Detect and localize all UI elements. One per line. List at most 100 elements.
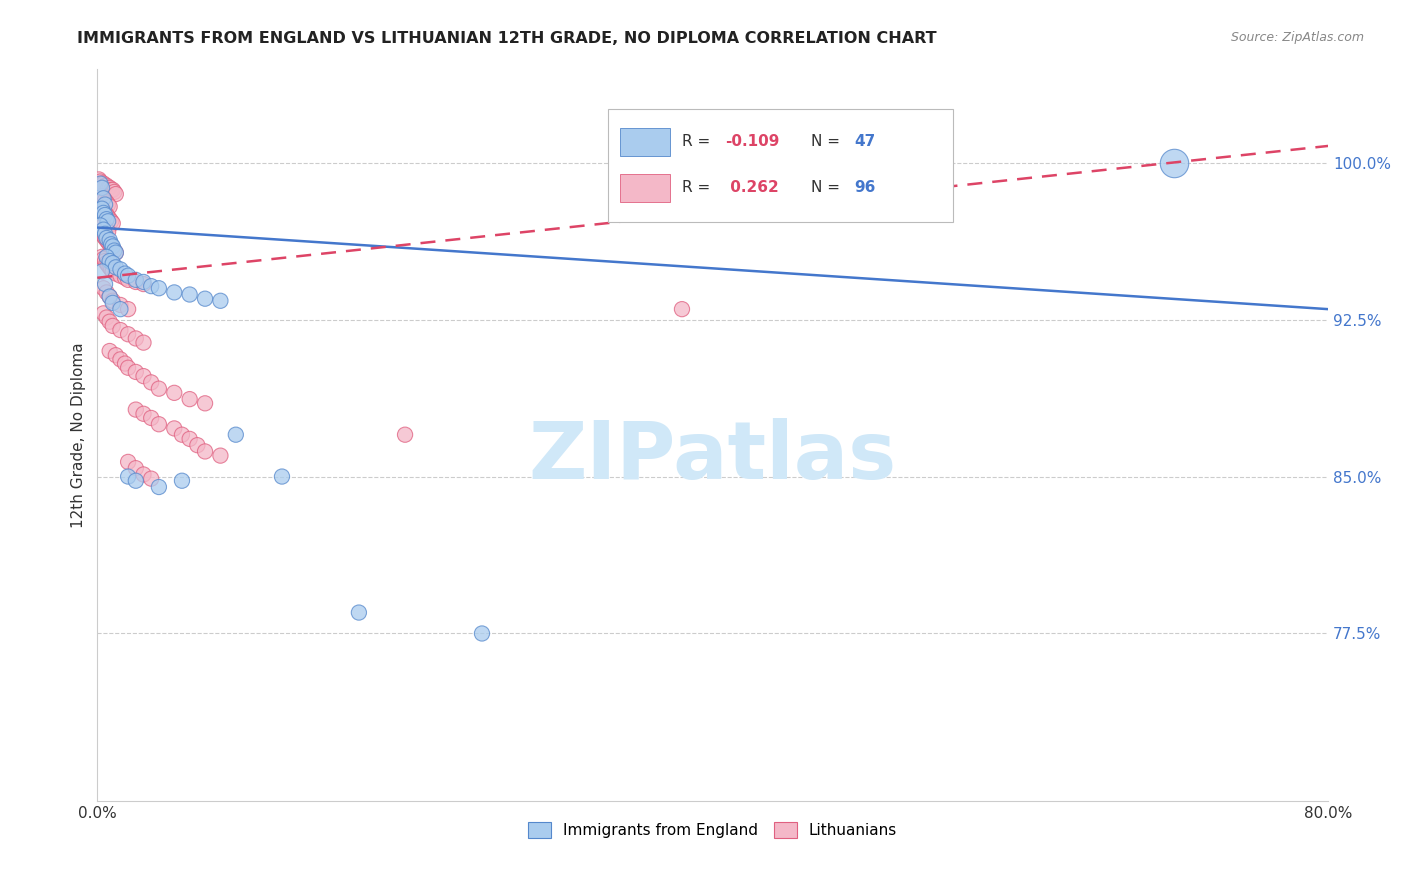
Point — [114, 270, 136, 285]
Point — [94, 197, 117, 211]
Point — [179, 392, 201, 406]
Text: N =: N = — [811, 134, 845, 149]
Point — [96, 256, 118, 270]
Point — [98, 212, 121, 227]
Point — [93, 228, 115, 243]
Point — [394, 427, 416, 442]
Point — [96, 178, 118, 193]
Point — [194, 444, 217, 458]
Point — [91, 181, 114, 195]
Point — [93, 203, 115, 218]
Point — [194, 292, 217, 306]
Point — [91, 250, 114, 264]
Point — [101, 239, 124, 253]
Point — [91, 202, 114, 216]
Point — [103, 244, 125, 258]
Point — [132, 467, 155, 482]
Point — [91, 227, 114, 241]
Point — [100, 262, 122, 277]
Point — [163, 285, 186, 300]
Point — [141, 279, 163, 293]
Point — [96, 222, 118, 236]
FancyBboxPatch shape — [609, 109, 953, 222]
Point — [101, 264, 124, 278]
Point — [97, 197, 120, 211]
Point — [209, 449, 232, 463]
Point — [148, 382, 170, 396]
Text: 47: 47 — [855, 134, 876, 149]
Point — [89, 174, 111, 188]
Point — [110, 262, 132, 277]
Point — [194, 396, 217, 410]
Point — [93, 281, 115, 295]
Point — [93, 177, 115, 191]
Point — [132, 277, 155, 291]
Point — [98, 343, 121, 358]
Text: R =: R = — [682, 134, 716, 149]
Point — [94, 208, 117, 222]
Point — [94, 254, 117, 268]
Point — [98, 181, 121, 195]
FancyBboxPatch shape — [620, 174, 669, 202]
Point — [163, 385, 186, 400]
Point — [96, 285, 118, 300]
Point — [271, 469, 294, 483]
Point — [148, 480, 170, 494]
Point — [125, 273, 148, 287]
Point — [141, 472, 163, 486]
Point — [110, 352, 132, 367]
Point — [125, 402, 148, 417]
Text: ZIPatlas: ZIPatlas — [529, 417, 897, 496]
Point — [94, 227, 117, 241]
Point — [93, 306, 115, 320]
Point — [117, 360, 139, 375]
Point — [117, 327, 139, 342]
Point — [96, 250, 118, 264]
Point — [94, 231, 117, 245]
Point — [97, 258, 120, 272]
Point — [141, 411, 163, 425]
Point — [148, 281, 170, 295]
Point — [98, 254, 121, 268]
Point — [98, 315, 121, 329]
Point — [96, 212, 118, 227]
Point — [186, 438, 208, 452]
Point — [671, 302, 693, 317]
Point — [104, 187, 127, 202]
Point — [101, 183, 124, 197]
Point — [96, 208, 118, 222]
Point — [117, 455, 139, 469]
Point — [100, 239, 122, 253]
Point — [87, 172, 110, 186]
Point — [179, 287, 201, 301]
Point — [94, 277, 117, 291]
Point — [91, 202, 114, 216]
Point — [170, 427, 193, 442]
Point — [98, 233, 121, 247]
Point — [125, 461, 148, 475]
Point — [114, 357, 136, 371]
Point — [347, 606, 370, 620]
Point — [132, 369, 155, 384]
Point — [91, 189, 114, 203]
Point — [91, 177, 114, 191]
Point — [101, 293, 124, 308]
Point — [110, 268, 132, 283]
Point — [103, 185, 125, 199]
Point — [98, 290, 121, 304]
Point — [93, 219, 115, 233]
Text: N =: N = — [811, 179, 845, 194]
Point — [91, 264, 114, 278]
Point — [94, 178, 117, 193]
Point — [104, 245, 127, 260]
Point — [104, 348, 127, 362]
Point — [179, 432, 201, 446]
Point — [101, 256, 124, 270]
Point — [103, 244, 125, 258]
Point — [100, 237, 122, 252]
Point — [225, 427, 247, 442]
Point — [101, 216, 124, 230]
Point — [101, 296, 124, 310]
Point — [125, 331, 148, 345]
Point — [97, 225, 120, 239]
